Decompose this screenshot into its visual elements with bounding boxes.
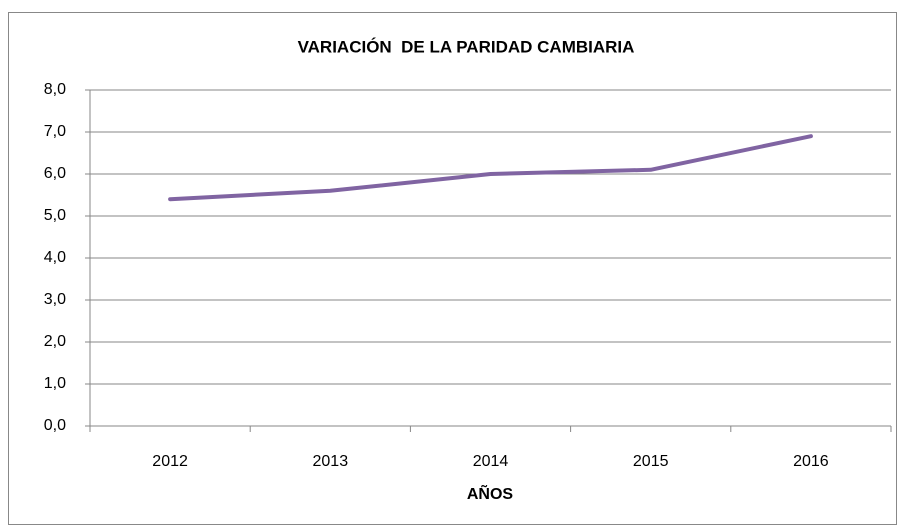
x-axis-title: AÑOS xyxy=(467,483,514,503)
y-tick-label: 3,0 xyxy=(44,291,66,308)
y-tick-label: 0,0 xyxy=(44,417,66,434)
x-tick-label: 2016 xyxy=(793,453,829,470)
y-tick-label: 7,0 xyxy=(44,123,66,140)
chart-title: VARIACIÓN DE LA PARIDAD CAMBIARIA xyxy=(298,37,635,56)
x-tick-label: 2014 xyxy=(473,453,509,470)
y-tick-label: 2,0 xyxy=(44,333,66,350)
y-tick-label: 8,0 xyxy=(44,81,66,98)
x-tick-label: 2013 xyxy=(313,453,349,470)
y-tick-label: 6,0 xyxy=(44,165,66,182)
y-tick-label: 4,0 xyxy=(44,249,66,266)
y-tick-label: 1,0 xyxy=(44,375,66,392)
chart-frame xyxy=(8,12,897,525)
x-tick-label: 2012 xyxy=(152,453,188,470)
x-tick-label: 2015 xyxy=(633,453,669,470)
data-line xyxy=(168,134,813,202)
y-tick-label: 5,0 xyxy=(44,207,66,224)
